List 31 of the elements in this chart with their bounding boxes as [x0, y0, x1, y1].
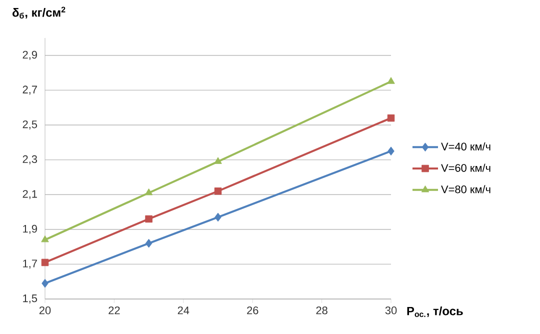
point — [144, 188, 153, 196]
x-tick-label: 26 — [247, 306, 258, 314]
point — [387, 77, 395, 84]
legend-label: V=60 км/ч — [441, 164, 490, 172]
x-tick-label: 20 — [39, 306, 51, 314]
point — [145, 215, 152, 223]
point — [388, 146, 394, 156]
x-tick-label: 30 — [385, 306, 397, 314]
point — [214, 187, 222, 195]
point — [41, 258, 49, 266]
legend-label: V=40 км/ч — [441, 142, 490, 150]
point — [214, 157, 222, 164]
point — [41, 235, 49, 242]
x-tick-label: 22 — [108, 306, 120, 314]
y-tick-label: 2,9 — [22, 50, 37, 60]
point — [42, 278, 48, 288]
x-tick-label: 28 — [316, 306, 328, 314]
point — [214, 212, 222, 222]
y-tick-label: 2,7 — [22, 86, 37, 95]
y-tick-label: 1,9 — [23, 224, 37, 234]
point — [145, 238, 152, 248]
x-tick-label: 24 — [178, 306, 190, 314]
y-tick-label: 2,1 — [22, 190, 37, 200]
legend-label: V=80 км/ч — [441, 185, 490, 194]
point — [387, 114, 395, 122]
y-tick-label: 2,5 — [22, 120, 38, 130]
x-axis-title: P$_{ос.}$, т/ось — [407, 306, 463, 318]
y-tick-label: 1,7 — [23, 260, 37, 269]
y-tick-label: 1,5 — [23, 294, 38, 304]
y-tick-label: 2,3 — [22, 155, 38, 164]
y-axis-title: δ$_{б}$, кг/см$^{2}$ — [12, 6, 66, 19]
